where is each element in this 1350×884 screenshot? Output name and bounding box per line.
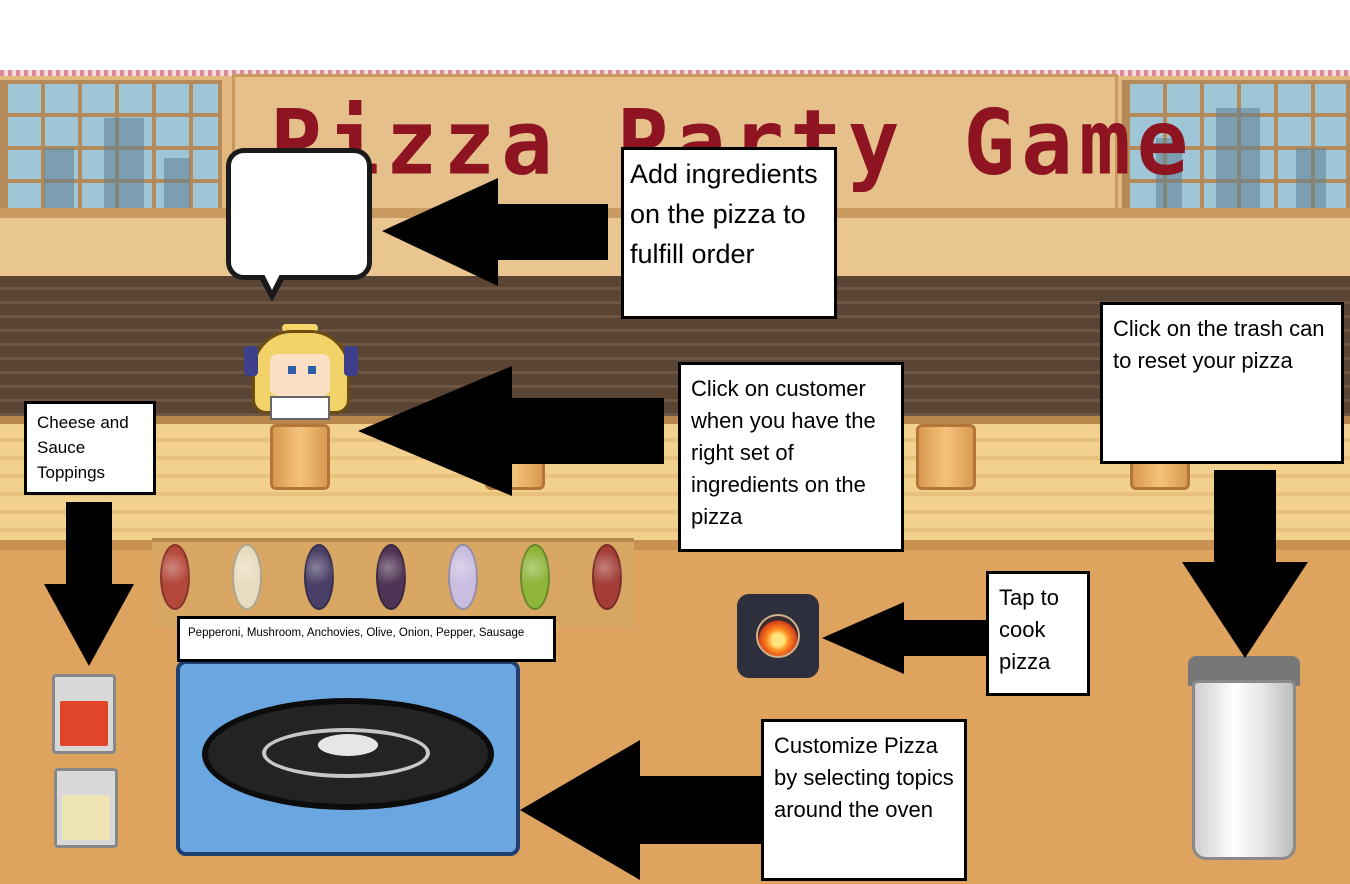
topping-pepper[interactable] [520, 544, 550, 610]
topping-anchovies[interactable] [304, 544, 334, 610]
pan-inner-ring [262, 728, 430, 778]
customer-face [270, 354, 330, 396]
order-instruction: Add ingredients on the pizza to fulfill … [621, 147, 837, 319]
toppings-list-label: Pepperoni, Mushroom, Anchovies, Olive, O… [177, 616, 556, 662]
hair-top [282, 324, 318, 332]
topping-sausage[interactable] [592, 544, 622, 610]
oven[interactable] [176, 660, 520, 856]
customize-instruction: Customize Pizza by selecting topics arou… [761, 719, 967, 881]
customer-shirt [270, 396, 330, 420]
arrow-left-icon [382, 178, 608, 286]
cook-instruction: Tap to cook pizza [986, 571, 1090, 696]
arrow-down-icon [44, 502, 134, 666]
cook-button[interactable] [737, 594, 819, 678]
cheese-fill [62, 795, 110, 840]
counter-edge [0, 540, 1350, 550]
headphone-icon [244, 346, 258, 376]
topping-onion[interactable] [448, 544, 478, 610]
order-speech-bubble [226, 148, 372, 280]
window-right [1122, 80, 1350, 212]
cheese-sauce-label: Cheese and Sauce Toppings [24, 401, 156, 495]
arrow-down-icon [1182, 470, 1308, 658]
customer-eye [308, 366, 316, 374]
counter-top [0, 416, 1350, 424]
customer[interactable] [244, 324, 358, 420]
pan-center [318, 734, 378, 756]
lace-border [0, 70, 1350, 76]
topping-olive[interactable] [376, 544, 406, 610]
trash-can[interactable] [1184, 656, 1304, 864]
arrow-left-icon [358, 366, 664, 496]
customer-instruction: Click on customer when you have the righ… [678, 362, 904, 552]
speech-bubble-tail [258, 274, 286, 302]
sauce-fill [60, 701, 108, 746]
fire-icon [756, 614, 800, 658]
cheese-container[interactable] [54, 768, 118, 848]
stool [270, 424, 330, 490]
arrow-left-icon [520, 740, 762, 880]
trash-instruction: Click on the trash can to reset your piz… [1100, 302, 1344, 464]
topping-pepperoni[interactable] [160, 544, 190, 610]
customer-eye [288, 366, 296, 374]
stool [916, 424, 976, 490]
topping-mushroom[interactable] [232, 544, 262, 610]
arrow-left-icon [822, 602, 986, 674]
trash-body [1192, 680, 1296, 860]
pizza-pan [202, 698, 494, 810]
sauce-container[interactable] [52, 674, 116, 754]
headphone-icon [344, 346, 358, 376]
